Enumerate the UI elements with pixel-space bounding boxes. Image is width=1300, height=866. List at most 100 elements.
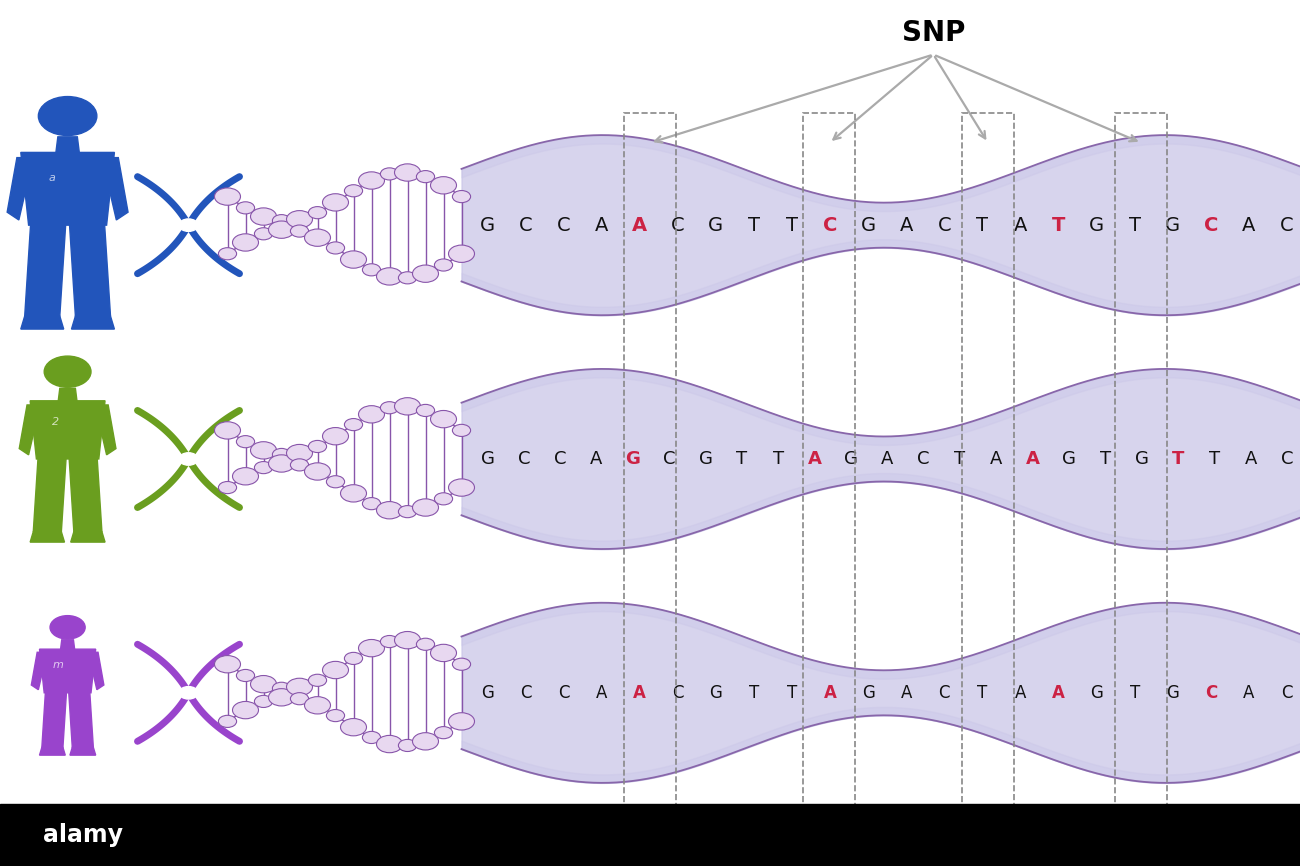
Circle shape (359, 405, 385, 423)
Text: T: T (772, 450, 784, 468)
Text: C: C (1282, 684, 1292, 701)
Text: G: G (480, 216, 495, 235)
Text: alamy: alamy (43, 823, 124, 847)
Text: G: G (710, 684, 723, 701)
Text: A: A (900, 216, 913, 235)
Polygon shape (58, 388, 77, 401)
Text: C: C (937, 216, 952, 235)
Circle shape (326, 242, 344, 254)
Circle shape (269, 221, 295, 238)
Text: C: C (1280, 216, 1294, 235)
Circle shape (233, 234, 259, 251)
Text: A: A (1244, 450, 1257, 468)
Circle shape (322, 428, 348, 445)
Text: C: C (558, 684, 569, 701)
Text: A: A (1014, 216, 1027, 235)
Text: A: A (1052, 684, 1065, 701)
Polygon shape (88, 652, 104, 689)
Text: A: A (1243, 684, 1254, 701)
Circle shape (237, 202, 255, 214)
Text: G: G (1166, 684, 1179, 701)
Circle shape (308, 441, 326, 453)
Bar (803, 113, 855, 810)
Text: C: C (663, 450, 676, 468)
Circle shape (218, 481, 237, 494)
Circle shape (304, 229, 330, 246)
Circle shape (416, 404, 434, 417)
Text: G: G (1089, 216, 1104, 235)
Polygon shape (20, 405, 39, 455)
Text: C: C (939, 684, 950, 701)
Text: A: A (595, 684, 607, 701)
Text: C: C (672, 684, 684, 701)
Polygon shape (70, 532, 105, 542)
Bar (0, 804, 1300, 866)
Circle shape (452, 191, 471, 203)
Text: T: T (1128, 216, 1140, 235)
Text: A: A (632, 216, 647, 235)
Text: C: C (1204, 216, 1218, 235)
Circle shape (434, 493, 452, 505)
Text: A: A (595, 216, 608, 235)
Text: T: T (1209, 450, 1219, 468)
Polygon shape (31, 652, 47, 689)
Text: C: C (671, 216, 685, 235)
Polygon shape (70, 225, 111, 316)
Circle shape (363, 732, 381, 744)
Text: G: G (708, 216, 724, 235)
Text: A: A (807, 450, 822, 468)
Polygon shape (103, 158, 127, 220)
Circle shape (255, 228, 273, 240)
Circle shape (218, 248, 237, 260)
Text: A: A (1015, 684, 1026, 701)
Circle shape (251, 208, 277, 225)
Text: C: C (556, 216, 571, 235)
Circle shape (381, 168, 399, 180)
Text: A: A (590, 450, 603, 468)
Text: A: A (824, 684, 837, 701)
Text: G: G (698, 450, 712, 468)
Circle shape (237, 436, 255, 448)
Circle shape (430, 410, 456, 428)
Circle shape (273, 682, 291, 695)
Circle shape (377, 501, 403, 519)
Polygon shape (61, 640, 74, 650)
Text: T: T (747, 216, 760, 235)
Circle shape (286, 678, 312, 695)
Text: G: G (1165, 216, 1180, 235)
Circle shape (430, 644, 456, 662)
Text: C: C (823, 216, 837, 235)
Circle shape (448, 245, 474, 262)
Circle shape (233, 701, 259, 719)
Text: C: C (918, 450, 930, 468)
Bar (624, 113, 676, 810)
Circle shape (398, 272, 416, 284)
Circle shape (452, 658, 471, 670)
Circle shape (322, 662, 348, 679)
Circle shape (398, 740, 416, 752)
Circle shape (322, 194, 348, 211)
Circle shape (304, 696, 330, 714)
Circle shape (38, 96, 96, 135)
Polygon shape (39, 650, 96, 693)
Text: a: a (48, 173, 56, 184)
Circle shape (412, 733, 438, 750)
Circle shape (434, 259, 452, 271)
Text: C: C (554, 450, 567, 468)
Circle shape (416, 171, 434, 183)
Circle shape (233, 468, 259, 485)
Text: A: A (1243, 216, 1256, 235)
Text: T: T (1100, 450, 1112, 468)
Circle shape (255, 462, 273, 474)
Circle shape (326, 709, 344, 721)
Circle shape (363, 498, 381, 510)
Text: G: G (481, 450, 494, 468)
Text: G: G (1135, 450, 1149, 468)
Polygon shape (25, 225, 65, 316)
Bar (962, 113, 1014, 810)
Text: T: T (1171, 450, 1184, 468)
Text: C: C (517, 450, 530, 468)
Circle shape (308, 675, 326, 687)
Circle shape (448, 713, 474, 730)
Circle shape (344, 184, 363, 197)
